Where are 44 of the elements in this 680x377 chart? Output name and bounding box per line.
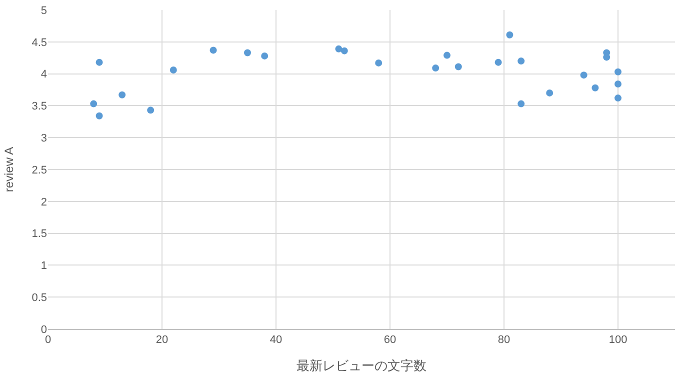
point [506,31,514,38]
point [432,64,440,72]
point [147,106,154,114]
point [546,89,554,96]
y-tick-label: 3 [40,132,47,144]
point [454,63,462,70]
y-tick-label: 4 [40,68,47,81]
point [518,58,525,65]
y-tick-label: 3.5 [32,100,47,113]
point [244,49,251,56]
point [614,80,622,88]
point [210,46,217,54]
y-tick-label: 2.5 [32,164,47,176]
point [340,47,348,54]
point [261,52,268,60]
y-tick-label: 2 [40,196,47,208]
point [170,66,177,74]
point [90,100,98,108]
point [444,52,450,59]
x-tick-label: 60 [384,334,396,346]
y-tick-label: 1.5 [32,228,47,240]
point [614,68,622,76]
point [494,58,502,66]
y-tick-label: 0.5 [32,292,47,304]
point [580,72,588,79]
y-tick-label: 0 [40,324,47,336]
y-tick-label: 5 [40,4,47,17]
point [518,100,525,108]
point [592,84,599,92]
y-tick-label: 1 [40,260,47,272]
point [118,91,126,98]
point [375,59,382,66]
x-axis-title: 最新レビューの文字数 [296,358,426,373]
point [335,45,342,52]
x-tick-label: 100 [608,334,628,346]
x-tick-label: 40 [270,334,282,346]
point [96,112,103,120]
point [614,94,622,102]
y-tick-label: 4.5 [32,36,47,49]
x-tick-label: 20 [156,334,168,346]
y-axis-title: review A [2,146,16,192]
point [603,54,610,61]
point [96,58,103,66]
x-tick-label: 80 [498,334,510,346]
